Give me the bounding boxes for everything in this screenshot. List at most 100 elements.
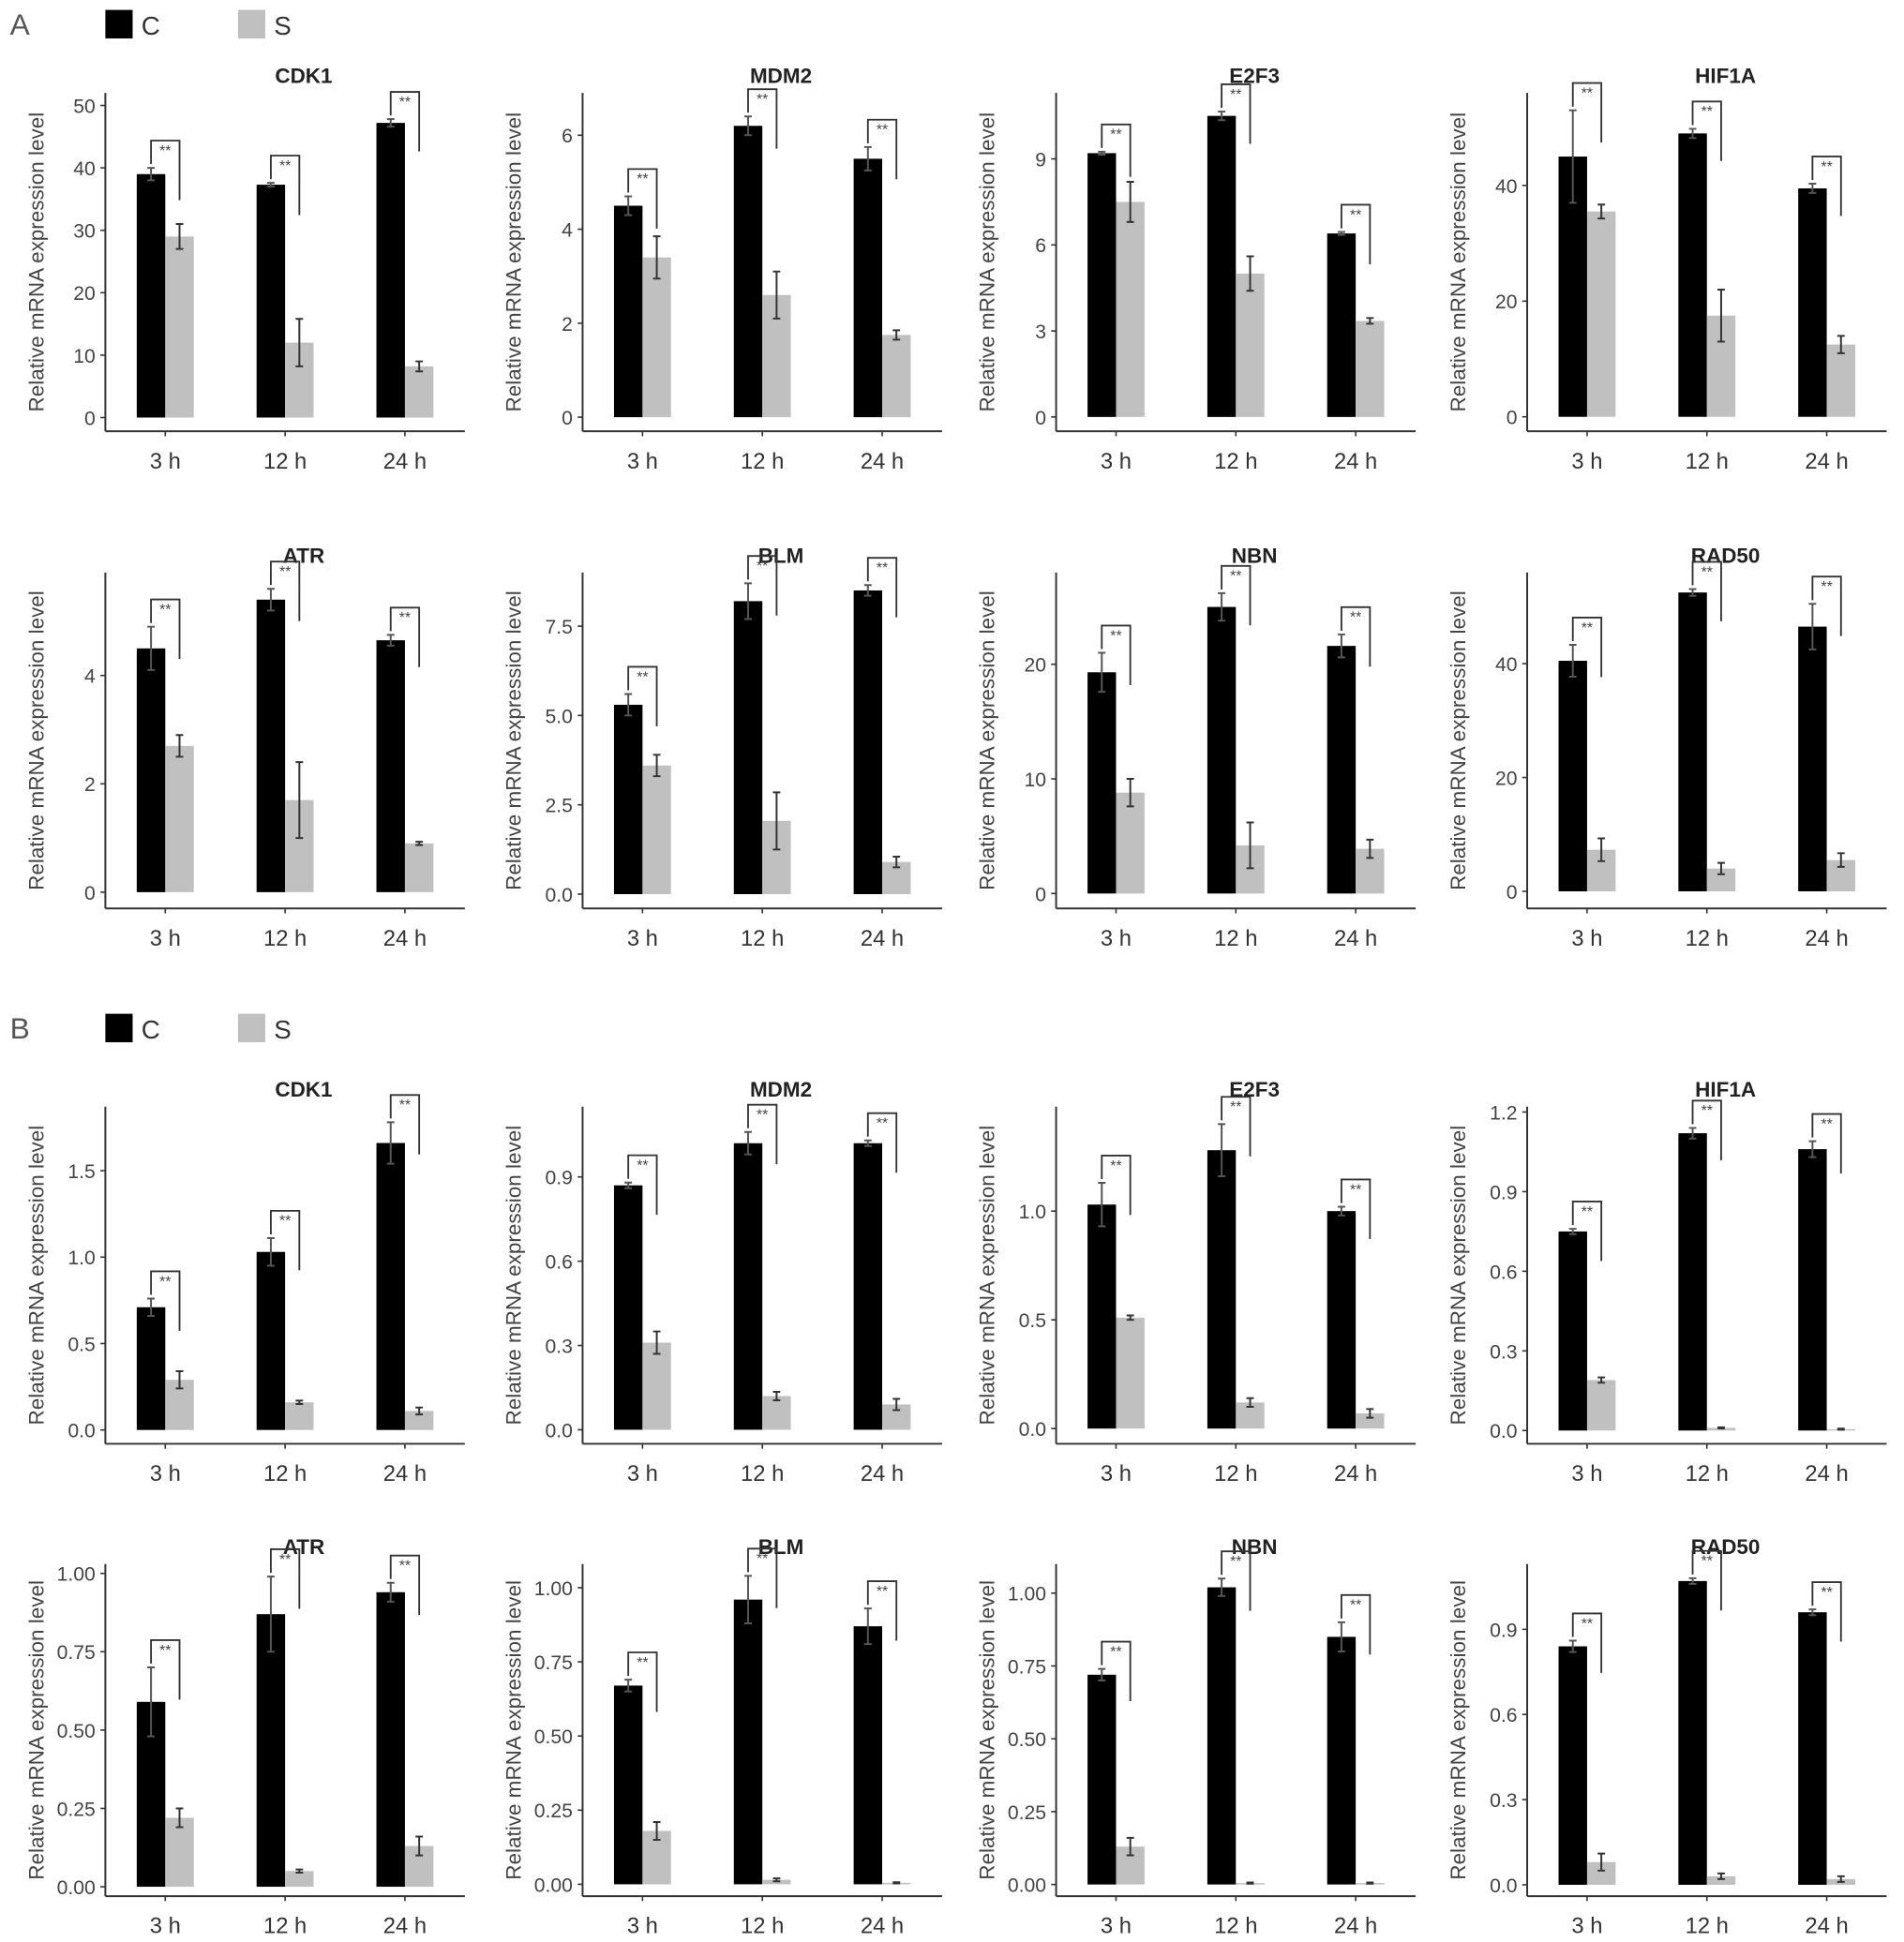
y-tick-label: 1.00 bbox=[1008, 1584, 1046, 1606]
error-bar bbox=[1098, 651, 1106, 694]
y-tick-label: 1.2 bbox=[1490, 1102, 1517, 1124]
error-bar bbox=[1837, 335, 1845, 354]
error-bar bbox=[1717, 1426, 1725, 1430]
legend-label: C bbox=[142, 1015, 160, 1044]
y-axis-title: Relative mRNA expression level bbox=[502, 112, 525, 412]
error-bar bbox=[175, 223, 184, 250]
x-tick-label: 3 h bbox=[1101, 1914, 1132, 1939]
x-tick-label: 3 h bbox=[1571, 449, 1602, 474]
error-bar bbox=[266, 588, 275, 612]
significance-bracket bbox=[1340, 203, 1372, 264]
bar bbox=[1706, 1875, 1736, 1885]
y-axis-title: Relative mRNA expression level bbox=[975, 1126, 998, 1426]
y-tick-label: 1.00 bbox=[57, 1564, 96, 1586]
x-tick-label: 24 h bbox=[383, 1461, 427, 1486]
error-bar bbox=[415, 360, 424, 373]
significance-label: ** bbox=[1582, 620, 1593, 636]
chart-title: RAD50 bbox=[1691, 1535, 1761, 1559]
y-axis-title: Relative mRNA expression level bbox=[24, 590, 48, 890]
y-tick-label: 6 bbox=[1035, 235, 1046, 257]
bar bbox=[1327, 646, 1357, 894]
significance-label: ** bbox=[1110, 628, 1121, 644]
error-bar bbox=[147, 625, 156, 671]
error-bar bbox=[1098, 1182, 1106, 1228]
y-tick-label: 0.25 bbox=[534, 1800, 573, 1822]
bar bbox=[285, 1871, 314, 1888]
bar bbox=[1236, 273, 1265, 417]
error-bar bbox=[386, 118, 395, 128]
error-bar bbox=[1688, 1576, 1697, 1585]
y-axis-title: Relative mRNA expression level bbox=[1447, 590, 1470, 890]
chart-title: NBN bbox=[1232, 544, 1278, 567]
significance-bracket bbox=[1221, 1550, 1252, 1611]
significance-label: ** bbox=[1230, 1554, 1241, 1570]
bar bbox=[165, 1817, 194, 1888]
significance-bracket bbox=[269, 560, 301, 621]
bar bbox=[1207, 115, 1237, 417]
significance-label: ** bbox=[877, 1116, 888, 1132]
x-tick-label: 12 h bbox=[1214, 449, 1257, 474]
x-tick-label: 12 h bbox=[263, 926, 307, 951]
y-tick-label: 40 bbox=[1495, 654, 1518, 676]
error-bar bbox=[772, 1391, 781, 1401]
significance-label: ** bbox=[1230, 569, 1241, 585]
y-tick-label: 0.50 bbox=[1008, 1729, 1046, 1751]
chart-title: E2F3 bbox=[1229, 1078, 1280, 1101]
x-tick-label: 3 h bbox=[627, 926, 658, 951]
y-tick-label: 0.0 bbox=[1490, 1875, 1517, 1897]
error-bar bbox=[1808, 603, 1817, 650]
chart-title: RAD50 bbox=[1691, 544, 1761, 567]
error-bar bbox=[1597, 1376, 1606, 1384]
x-tick-label: 24 h bbox=[861, 1914, 904, 1939]
y-tick-label: 0.50 bbox=[534, 1726, 573, 1748]
bar bbox=[613, 1185, 643, 1430]
y-axis-title: Relative mRNA expression level bbox=[975, 1580, 998, 1880]
y-tick-label: 40 bbox=[1495, 176, 1518, 198]
x-tick-label: 24 h bbox=[861, 449, 904, 474]
significance-label: ** bbox=[757, 559, 768, 575]
error-bar bbox=[1717, 288, 1725, 343]
bar bbox=[1586, 1380, 1616, 1431]
bar bbox=[376, 1591, 405, 1888]
y-tick-label: 3 bbox=[1035, 321, 1046, 343]
significance-bracket bbox=[627, 665, 658, 726]
significance-bracket bbox=[269, 1548, 301, 1609]
bar bbox=[1116, 1317, 1145, 1429]
chart-title: HIF1A bbox=[1695, 65, 1756, 88]
bar bbox=[853, 1143, 883, 1430]
significance-bracket bbox=[1691, 1549, 1722, 1611]
x-tick-label: 24 h bbox=[861, 926, 904, 951]
y-tick-label: 0 bbox=[1507, 882, 1518, 904]
error-bar bbox=[1246, 821, 1254, 870]
y-tick-label: 0.75 bbox=[1008, 1656, 1046, 1678]
significance-label: ** bbox=[399, 610, 411, 626]
y-tick-label: 2 bbox=[562, 314, 573, 336]
y-tick-label: 0.5 bbox=[1019, 1310, 1046, 1332]
bar bbox=[1327, 233, 1357, 417]
significance-label: ** bbox=[1110, 127, 1121, 143]
bar bbox=[1356, 321, 1385, 417]
significance-bracket bbox=[1691, 1099, 1722, 1160]
y-tick-label: 0.6 bbox=[1490, 1262, 1517, 1283]
bar bbox=[1116, 792, 1145, 894]
significance-bracket bbox=[1101, 624, 1132, 685]
significance-label: ** bbox=[399, 95, 411, 111]
x-tick-label: 24 h bbox=[1805, 449, 1848, 474]
x-tick-label: 24 h bbox=[383, 449, 427, 474]
y-axis-title: Relative mRNA expression level bbox=[502, 1126, 525, 1426]
bar bbox=[1678, 133, 1707, 417]
error-bar bbox=[1366, 1881, 1374, 1885]
significance-label: ** bbox=[637, 172, 648, 187]
significance-label: ** bbox=[159, 1274, 171, 1290]
error-bar bbox=[1597, 1852, 1606, 1872]
x-tick-label: 12 h bbox=[263, 1461, 307, 1486]
significance-label: ** bbox=[877, 560, 888, 576]
bar bbox=[1356, 1412, 1385, 1429]
y-tick-label: 0 bbox=[1035, 408, 1046, 429]
y-axis-title: Relative mRNA expression level bbox=[975, 112, 998, 412]
significance-bracket bbox=[1101, 1640, 1132, 1701]
y-tick-label: 0.75 bbox=[534, 1652, 573, 1674]
y-tick-label: 6 bbox=[562, 126, 573, 147]
significance-label: ** bbox=[279, 158, 291, 174]
y-tick-label: 0.00 bbox=[534, 1875, 573, 1896]
